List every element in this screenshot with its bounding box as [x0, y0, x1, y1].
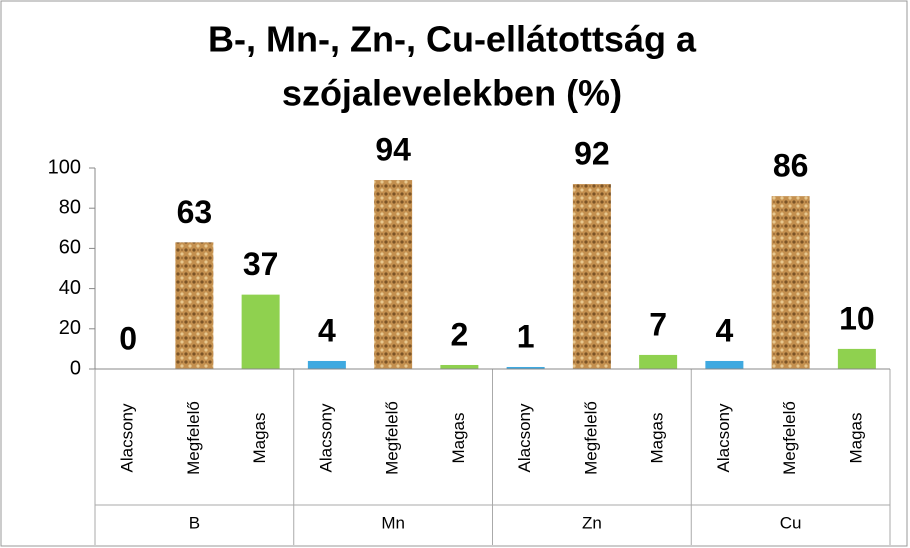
- chart-title: szójalevelekben (%): [282, 73, 622, 114]
- x-tick-label: Magas: [846, 412, 865, 463]
- x-group-label: Cu: [780, 513, 802, 532]
- bar: [639, 354, 678, 369]
- data-label: 0: [119, 320, 137, 356]
- x-group-label: Zn: [582, 513, 602, 532]
- x-tick-label: Magas: [250, 412, 269, 463]
- x-tick-label: Magas: [648, 412, 667, 463]
- x-group-label: B: [189, 513, 200, 532]
- bar: [837, 348, 876, 369]
- x-tick-label: Alacsony: [714, 403, 733, 472]
- bar: [705, 360, 744, 369]
- x-tick-label: Alacsony: [316, 403, 335, 472]
- x-tick-label: Alacsony: [515, 403, 534, 472]
- x-group-label: Mn: [381, 513, 405, 532]
- data-label: 86: [773, 148, 809, 184]
- chart-title: B-, Mn-, Zn-, Cu-ellátottság a: [208, 19, 697, 60]
- y-tick-label: 40: [59, 277, 81, 299]
- data-label: 10: [839, 300, 875, 336]
- x-tick-label: Megfelelő: [581, 401, 600, 475]
- x-tick-label: Alacsony: [118, 403, 137, 472]
- x-tick-label: Megfelelő: [383, 401, 402, 475]
- y-tick-label: 80: [59, 196, 81, 218]
- data-label: 4: [318, 312, 336, 348]
- y-tick-label: 100: [48, 156, 81, 178]
- data-label: 94: [375, 132, 411, 168]
- bar: [440, 364, 479, 369]
- bar: [374, 180, 413, 369]
- bar: [572, 184, 611, 369]
- data-label: 7: [649, 306, 667, 342]
- bar: [175, 242, 214, 369]
- data-label: 37: [243, 246, 279, 282]
- bar: [307, 360, 346, 369]
- data-label: 1: [517, 318, 535, 354]
- data-label: 63: [177, 194, 213, 230]
- data-label: 92: [574, 136, 610, 172]
- data-label: 4: [715, 312, 733, 348]
- y-tick-label: 0: [70, 357, 81, 379]
- y-tick-label: 60: [59, 237, 81, 259]
- x-tick-label: Megfelelő: [780, 401, 799, 475]
- bar: [506, 366, 545, 369]
- data-label: 2: [450, 316, 468, 352]
- x-tick-label: Megfelelő: [184, 401, 203, 475]
- bar: [241, 294, 280, 369]
- y-tick-label: 20: [59, 317, 81, 339]
- x-tick-label: Magas: [449, 412, 468, 463]
- bar: [771, 196, 810, 369]
